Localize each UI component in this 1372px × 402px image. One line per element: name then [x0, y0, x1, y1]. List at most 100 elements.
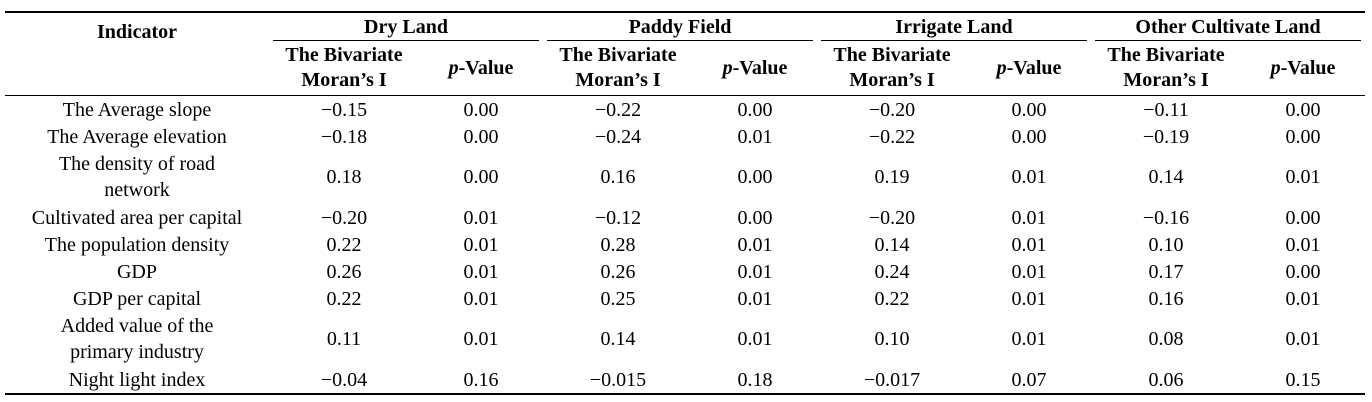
cell-moran-value: 0.10 [874, 328, 910, 350]
cell-p-value: 0.01 [737, 260, 773, 283]
moran-line1: The Bivariate [285, 44, 403, 66]
indicator-line1: Added value of the [60, 315, 214, 337]
cell-moran-value: 0.22 [326, 233, 362, 256]
row-indicator: Added value of the primary industry [5, 312, 269, 366]
cell-moran-value: −0.20 [868, 98, 916, 121]
cell-moran-value: 0.28 [600, 233, 636, 256]
cell-moran-value: −0.015 [543, 366, 693, 395]
group-label: Other Cultivate Land [1095, 14, 1361, 41]
row-indicator: The population density [44, 233, 230, 256]
cell-p-value: 0.00 [737, 166, 773, 188]
cell-p-value: 0.00 [463, 166, 499, 188]
moran-line2: Moran’s I [1123, 69, 1209, 91]
cell-p-value: 0.00 [1011, 98, 1047, 121]
cell-p-value: 0.01 [463, 260, 499, 283]
table-row: The Average slope −0.15 0.00 −0.22 0.00 −0.20… [5, 96, 1365, 124]
cell-p-value: 0.00 [1011, 125, 1047, 148]
table-row: The population density 0.22 0.01 0.28 0.01 0.… [5, 231, 1365, 258]
cell-moran-value: 0.14 [600, 328, 636, 350]
moran-line2: Moran’s I [301, 69, 387, 91]
cell-moran-value: 0.11 [326, 328, 362, 350]
row-indicator: The Average slope [62, 98, 212, 121]
cell-moran-value: 0.14 [874, 233, 910, 256]
indicator-line1: The density of road [58, 153, 216, 175]
group-header-paddy-field: Paddy Field [543, 11, 818, 41]
group-label: Dry Land [273, 14, 539, 41]
cell-p-value: 0.00 [737, 206, 773, 229]
group-header-dry-land: Dry Land [269, 11, 543, 41]
moran-line2: Moran’s I [849, 69, 935, 91]
cell-moran-value: 0.22 [326, 287, 362, 310]
row-indicator: GDP [116, 260, 157, 283]
cell-p-value: 0.00 [1285, 125, 1321, 148]
cell-p-value: 0.01 [463, 328, 499, 350]
cell-moran-value: −0.20 [320, 206, 368, 229]
cell-p-value: 0.01 [463, 206, 499, 229]
cell-p-value: 0.00 [1285, 206, 1321, 229]
cell-moran-value: −0.19 [1142, 125, 1190, 148]
group-header-irrigate-land: Irrigate Land [817, 11, 1092, 41]
table-row: Added value of the primary industry 0.11 0.… [5, 312, 1365, 366]
group-label: Paddy Field [547, 14, 813, 41]
col-header-moran: The Bivariate Moran’s I [269, 41, 419, 96]
cell-moran-value: 0.26 [326, 260, 362, 283]
cell-p-value: 0.01 [1011, 166, 1047, 188]
cell-p-value: 0.07 [967, 366, 1092, 395]
table-row: GDP 0.26 0.01 0.26 0.01 0.24 0.01 0.17 0.00 [5, 258, 1365, 285]
cell-moran-value: 0.06 [1091, 366, 1242, 395]
p-letter: p [722, 56, 733, 79]
cell-p-value: 0.16 [419, 366, 543, 395]
cell-moran-value: −0.24 [594, 125, 642, 148]
col-header-pvalue: p-Value [419, 41, 543, 96]
p-letter: p [1270, 56, 1281, 79]
cell-p-value: 0.01 [737, 287, 773, 310]
cell-p-value: 0.01 [463, 233, 499, 256]
row-indicator: The Average elevation [47, 125, 227, 148]
indicator-line2: primary industry [70, 341, 204, 363]
table-row: The Average elevation −0.18 0.00 −0.24 0.01 −… [5, 123, 1365, 150]
table-row: Cultivated area per capital −0.20 0.01 −0.1… [5, 204, 1365, 231]
moran-line2: Moran’s I [575, 69, 661, 91]
cell-p-value: 0.00 [1285, 260, 1321, 283]
col-header-pvalue: p-Value [693, 41, 818, 96]
cell-p-value: 0.01 [1285, 287, 1321, 310]
table-row: The density of road network 0.18 0.00 0.16 0.… [5, 150, 1365, 204]
cell-moran-value: −0.017 [817, 366, 968, 395]
cell-p-value: 0.01 [1011, 287, 1047, 310]
p-rest: -Value [1280, 56, 1336, 79]
cell-moran-value: 0.24 [874, 260, 910, 283]
col-header-pvalue: p-Value [1241, 41, 1366, 96]
cell-moran-value: −0.11 [1143, 98, 1189, 121]
cell-p-value: 0.01 [1285, 328, 1321, 350]
cell-p-value: 0.01 [1011, 328, 1047, 350]
cell-moran-value: 0.08 [1148, 328, 1184, 350]
col-header-moran: The Bivariate Moran’s I [817, 41, 968, 96]
cell-p-value: 0.01 [1011, 260, 1047, 283]
cell-p-value: 0.01 [737, 328, 773, 350]
p-rest: -Value [732, 56, 788, 79]
cell-moran-value: 0.25 [600, 287, 636, 310]
cell-moran-value: −0.22 [594, 98, 642, 121]
cell-p-value: 0.01 [1011, 206, 1047, 229]
cell-moran-value: 0.17 [1148, 260, 1184, 283]
group-label: Irrigate Land [821, 14, 1087, 41]
cell-p-value: 0.18 [693, 366, 818, 395]
cell-moran-value: 0.14 [1148, 166, 1184, 188]
cell-p-value: 0.00 [463, 98, 499, 121]
cell-moran-value: −0.12 [594, 206, 642, 229]
cell-moran-value: 0.10 [1148, 233, 1184, 256]
moran-table: Indicator Dry Land Paddy Field Irrigate … [5, 11, 1366, 395]
indicator-line2: network [104, 179, 170, 201]
cell-moran-value: 0.16 [600, 166, 636, 188]
header-row-columns: The Bivariate Moran’s I p-Value The Bivar… [5, 41, 1366, 96]
col-header-pvalue: p-Value [967, 41, 1092, 96]
cell-p-value: 0.01 [737, 125, 773, 148]
header-row-groups: Indicator Dry Land Paddy Field Irrigate … [5, 11, 1366, 96]
cell-moran-value: −0.15 [320, 98, 368, 121]
table-body: The Average slope −0.15 0.00 −0.22 0.00 −0.20… [5, 96, 1366, 395]
header-indicator: Indicator [5, 11, 269, 96]
indicator-label: Indicator [97, 21, 177, 43]
p-rest: -Value [458, 56, 514, 79]
row-indicator: Cultivated area per capital [31, 206, 243, 229]
